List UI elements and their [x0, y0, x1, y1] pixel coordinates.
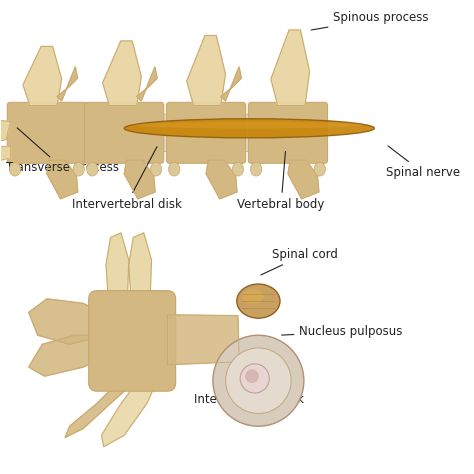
- Text: Intervertebral disk: Intervertebral disk: [194, 370, 304, 407]
- Circle shape: [226, 348, 291, 413]
- Polygon shape: [167, 315, 241, 365]
- FancyBboxPatch shape: [89, 291, 175, 391]
- Polygon shape: [271, 30, 310, 106]
- Ellipse shape: [124, 118, 374, 138]
- Polygon shape: [0, 146, 10, 163]
- Polygon shape: [29, 335, 110, 376]
- FancyBboxPatch shape: [248, 102, 328, 164]
- Polygon shape: [47, 160, 78, 199]
- Ellipse shape: [9, 163, 21, 176]
- Text: Nucleus pulposus: Nucleus pulposus: [282, 325, 403, 338]
- Polygon shape: [129, 233, 152, 299]
- FancyBboxPatch shape: [241, 114, 253, 152]
- FancyBboxPatch shape: [85, 102, 164, 164]
- FancyBboxPatch shape: [166, 102, 246, 164]
- FancyBboxPatch shape: [159, 114, 171, 152]
- Polygon shape: [29, 299, 110, 344]
- Circle shape: [245, 369, 259, 383]
- Polygon shape: [23, 46, 62, 106]
- FancyBboxPatch shape: [7, 102, 86, 164]
- Polygon shape: [206, 160, 237, 199]
- Ellipse shape: [136, 122, 363, 128]
- Ellipse shape: [242, 289, 264, 304]
- Ellipse shape: [87, 163, 98, 176]
- Polygon shape: [106, 233, 129, 299]
- Ellipse shape: [73, 163, 84, 176]
- Text: Spinal cord: Spinal cord: [261, 248, 338, 275]
- Text: Transverse process: Transverse process: [6, 128, 119, 174]
- Ellipse shape: [314, 163, 326, 176]
- Polygon shape: [288, 160, 319, 199]
- Ellipse shape: [169, 163, 180, 176]
- Ellipse shape: [250, 163, 262, 176]
- Text: Spinal nerve: Spinal nerve: [386, 146, 460, 179]
- Text: Spinous process: Spinous process: [311, 11, 429, 30]
- Polygon shape: [187, 36, 226, 106]
- Circle shape: [213, 335, 304, 426]
- Polygon shape: [102, 41, 141, 106]
- Polygon shape: [221, 67, 241, 101]
- Circle shape: [240, 364, 269, 393]
- Polygon shape: [57, 67, 78, 101]
- Polygon shape: [101, 381, 156, 447]
- FancyBboxPatch shape: [82, 114, 89, 152]
- Text: Vertebral body: Vertebral body: [237, 152, 325, 211]
- Polygon shape: [124, 160, 155, 199]
- Polygon shape: [65, 381, 133, 438]
- Ellipse shape: [150, 163, 162, 176]
- Ellipse shape: [237, 284, 280, 318]
- Polygon shape: [137, 67, 157, 101]
- Ellipse shape: [232, 163, 244, 176]
- Text: Intervertebral disk: Intervertebral disk: [72, 146, 182, 211]
- Polygon shape: [0, 119, 10, 144]
